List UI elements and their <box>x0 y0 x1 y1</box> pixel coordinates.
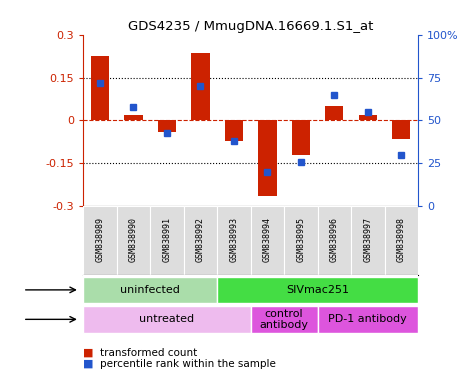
Text: uninfected: uninfected <box>120 285 180 295</box>
Text: SIVmac251: SIVmac251 <box>286 285 349 295</box>
Bar <box>385 207 418 275</box>
Text: GSM838989: GSM838989 <box>95 217 104 262</box>
Bar <box>217 276 418 303</box>
Title: GDS4235 / MmugDNA.16669.1.S1_at: GDS4235 / MmugDNA.16669.1.S1_at <box>128 20 373 33</box>
Text: GSM838993: GSM838993 <box>229 217 238 262</box>
Text: PD-1 antibody: PD-1 antibody <box>328 314 407 324</box>
Text: transformed count: transformed count <box>100 348 197 358</box>
Bar <box>83 276 217 303</box>
Text: GSM838998: GSM838998 <box>397 217 406 262</box>
Bar <box>351 207 385 275</box>
Bar <box>83 306 251 333</box>
Text: GSM838996: GSM838996 <box>330 217 339 262</box>
Bar <box>225 121 243 141</box>
Bar <box>317 306 418 333</box>
Text: GSM838994: GSM838994 <box>263 217 272 262</box>
Bar <box>359 115 377 121</box>
Bar <box>284 207 318 275</box>
Bar <box>184 207 217 275</box>
Bar <box>251 306 317 333</box>
Bar <box>251 207 284 275</box>
Text: ■: ■ <box>83 348 94 358</box>
Text: untreated: untreated <box>139 314 194 324</box>
Text: GSM838997: GSM838997 <box>363 217 372 262</box>
Bar <box>258 121 276 196</box>
Text: percentile rank within the sample: percentile rank within the sample <box>100 359 276 369</box>
Text: GSM838995: GSM838995 <box>296 217 305 262</box>
Bar <box>392 121 410 139</box>
Bar <box>158 121 176 132</box>
Bar <box>117 207 150 275</box>
Bar <box>124 115 142 121</box>
Text: GSM838992: GSM838992 <box>196 217 205 262</box>
Bar <box>91 56 109 121</box>
Bar <box>325 106 343 121</box>
Bar <box>150 207 184 275</box>
Bar <box>317 207 351 275</box>
Bar <box>83 207 117 275</box>
Text: ■: ■ <box>83 359 94 369</box>
Text: GSM838991: GSM838991 <box>162 217 171 262</box>
Bar <box>217 207 251 275</box>
Text: GSM838990: GSM838990 <box>129 217 138 262</box>
Text: control
antibody: control antibody <box>259 309 309 330</box>
Bar <box>292 121 310 155</box>
Bar <box>191 53 209 121</box>
